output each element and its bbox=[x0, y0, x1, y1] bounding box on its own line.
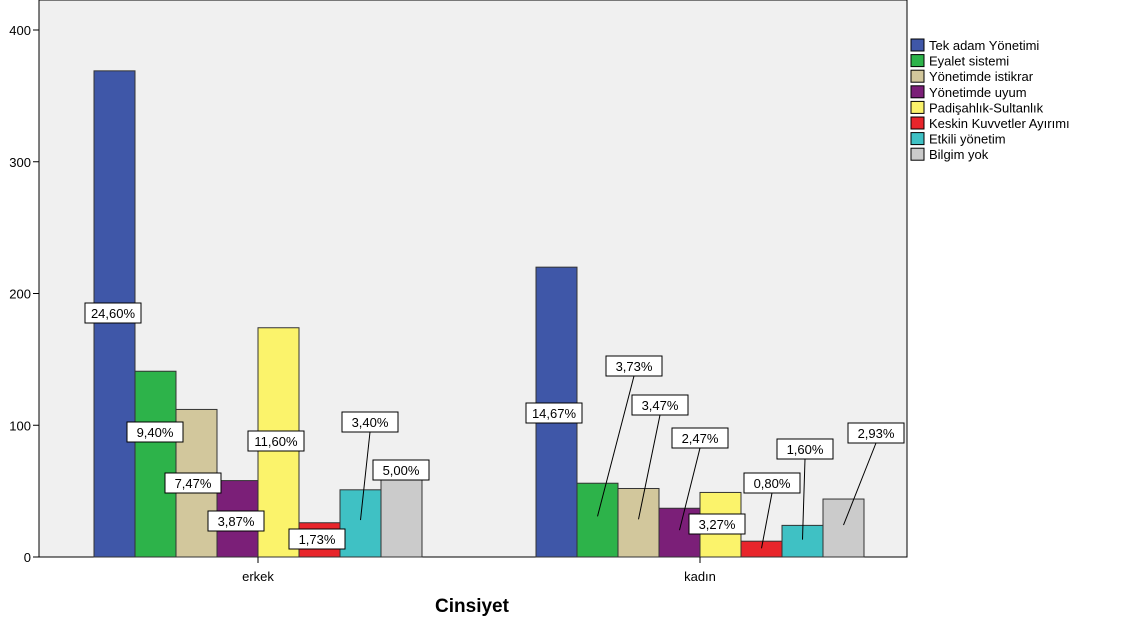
legend-item-label: Keskin Kuvvetler Ayırımı bbox=[929, 116, 1070, 131]
label-leader-line bbox=[597, 375, 635, 517]
data-label-box bbox=[372, 459, 430, 481]
legend-item-label: Eyalet sistemi bbox=[929, 54, 1009, 69]
data-label: 3,47% bbox=[642, 398, 679, 413]
bar-erkek-2 bbox=[134, 370, 177, 558]
data-label: 3,40% bbox=[352, 415, 389, 430]
label-leader-line bbox=[843, 442, 877, 526]
bar-kadin-2 bbox=[576, 482, 619, 558]
y-tick-label: 400 bbox=[9, 23, 31, 38]
data-label-box bbox=[776, 438, 834, 460]
legend-swatch bbox=[910, 116, 925, 130]
x-tick-label-erkek: erkek bbox=[242, 569, 274, 584]
data-label: 1,60% bbox=[787, 442, 824, 457]
legend-item-label: Tek adam Yönetimi bbox=[929, 38, 1039, 53]
legend-swatch bbox=[910, 54, 925, 68]
data-label-box bbox=[671, 427, 729, 449]
bar-kadin-8 bbox=[822, 498, 865, 558]
legend-swatch bbox=[910, 38, 925, 52]
data-label-box bbox=[631, 394, 689, 416]
data-label-box bbox=[207, 510, 265, 532]
data-label: 9,40% bbox=[137, 425, 174, 440]
legend-item-label: Yönetimde istikrar bbox=[929, 69, 1034, 84]
data-labels: 24,60% 14,67% 9,40% 3,73% 7,47% 3,47% 3,87% 2,4… bbox=[84, 302, 905, 550]
data-label: 7,47% bbox=[175, 476, 212, 491]
data-label: 11,60% bbox=[254, 434, 298, 449]
data-label: 24,60% bbox=[91, 306, 136, 321]
legend-swatch bbox=[910, 147, 925, 161]
label-leader-line bbox=[761, 492, 773, 549]
legend-item-label: Padişahlık-Sultanlık bbox=[929, 100, 1044, 115]
x-axis: erkek kadın bbox=[242, 557, 716, 584]
legend-swatch bbox=[910, 69, 925, 83]
data-label-box bbox=[247, 430, 305, 452]
bar-kadin-3 bbox=[617, 487, 660, 558]
data-label-box bbox=[126, 421, 184, 443]
legend-item-label: Etkili yönetim bbox=[929, 132, 1006, 147]
y-tick-label: 100 bbox=[9, 418, 31, 433]
data-label: 3,73% bbox=[616, 359, 653, 374]
data-label-box bbox=[605, 355, 663, 377]
data-label-box bbox=[164, 472, 222, 494]
x-axis-title: Cinsiyet bbox=[435, 596, 510, 617]
data-label: 5,00% bbox=[383, 463, 420, 478]
data-label-box bbox=[288, 528, 346, 550]
label-leader-line bbox=[638, 414, 661, 520]
data-label: 0,80% bbox=[754, 476, 791, 491]
label-leaders bbox=[360, 375, 877, 549]
data-label: 2,93% bbox=[858, 426, 895, 441]
bar-erkek-7 bbox=[339, 489, 382, 558]
y-tick-label: 200 bbox=[9, 287, 31, 302]
y-axis: 0 100 200 300 400 bbox=[9, 23, 39, 565]
bar-kadin-6 bbox=[740, 540, 783, 558]
x-tick-label-kadin: kadın bbox=[684, 569, 716, 584]
data-label-box bbox=[84, 302, 142, 324]
y-tick-label: 300 bbox=[9, 155, 31, 170]
label-leader-line bbox=[679, 447, 701, 531]
data-label: 3,27% bbox=[699, 517, 736, 532]
label-leader-line bbox=[802, 458, 806, 540]
data-label-box bbox=[688, 513, 746, 535]
legend-item-label: Bilgim yok bbox=[929, 147, 989, 162]
data-label: 3,87% bbox=[218, 514, 255, 529]
data-label-box bbox=[341, 411, 399, 433]
legend-swatch bbox=[910, 85, 925, 99]
data-label-box bbox=[847, 422, 905, 444]
data-label: 1,73% bbox=[299, 532, 336, 547]
label-leader-line bbox=[360, 431, 371, 521]
legend-item-label: Yönetimde uyum bbox=[929, 85, 1027, 100]
data-label-box bbox=[525, 402, 583, 424]
bar-erkek-8 bbox=[380, 477, 423, 558]
data-label-box bbox=[743, 472, 801, 494]
y-tick-label: 0 bbox=[24, 550, 31, 565]
legend-swatch bbox=[910, 132, 925, 146]
data-label: 14,67% bbox=[532, 406, 577, 421]
legend-swatch bbox=[910, 100, 925, 114]
data-label: 2,47% bbox=[682, 431, 719, 446]
